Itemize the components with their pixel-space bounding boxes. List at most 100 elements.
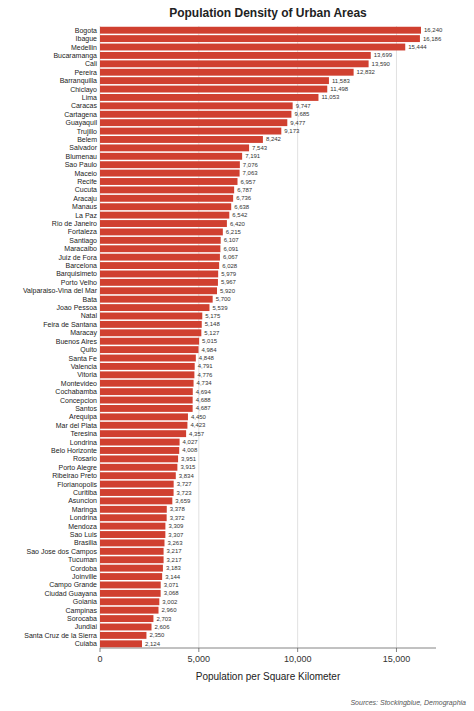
category-label: Pereira: [74, 69, 97, 76]
bar: [100, 102, 293, 109]
category-label: Rio de Janeiro: [52, 220, 97, 227]
bar: [100, 313, 202, 320]
value-label: 13,699: [374, 52, 393, 58]
category-label: Bogota: [75, 27, 97, 35]
bar: [100, 355, 196, 362]
bar: [100, 321, 202, 328]
category-label: Santa Cruz de la Sierra: [24, 632, 97, 639]
value-label: 6,787: [237, 187, 253, 193]
value-label: 3,002: [162, 599, 178, 605]
bar: [100, 405, 193, 412]
value-label: 2,960: [162, 607, 178, 613]
category-label: Barranquilla: [60, 77, 97, 85]
bar: [100, 464, 177, 471]
value-label: 4,776: [197, 372, 213, 378]
bar: [100, 111, 291, 118]
tick-label: 5,000: [188, 654, 211, 664]
value-label: 6,542: [232, 212, 248, 218]
category-label: Valencia: [71, 363, 97, 370]
value-label: 6,957: [241, 179, 257, 185]
value-label: 2,703: [156, 616, 172, 622]
category-label: Cordoba: [70, 565, 97, 572]
bar: [100, 128, 281, 135]
category-label: Mar del Plata: [56, 422, 97, 429]
value-label: 9,685: [294, 111, 310, 117]
value-label: 3,068: [164, 590, 180, 596]
category-label: Bucaramanga: [53, 52, 97, 60]
bar: [100, 69, 354, 76]
bar: [100, 439, 180, 446]
bar: [100, 203, 231, 210]
category-label: Feira de Santana: [43, 321, 97, 328]
category-label: Cali: [85, 60, 98, 67]
value-label: 2,124: [145, 641, 161, 647]
bar: [100, 35, 420, 42]
value-label: 4,357: [189, 431, 205, 437]
category-label: Sorocaba: [67, 615, 97, 622]
value-label: 5,148: [205, 321, 221, 327]
category-label: Chiclayo: [70, 86, 97, 94]
value-label: 3,263: [167, 540, 183, 546]
bar: [100, 136, 263, 143]
category-label: Londrina: [70, 439, 97, 446]
value-label: 6,107: [224, 237, 240, 243]
value-label: 2,350: [149, 632, 165, 638]
bar: [100, 497, 172, 504]
x-axis-line: [100, 648, 436, 649]
value-label: 7,063: [243, 170, 259, 176]
category-label: Ciudad Guayana: [44, 590, 97, 598]
value-label: 11,053: [321, 94, 340, 100]
value-label: 5,175: [205, 313, 221, 319]
value-label: 4,450: [191, 414, 207, 420]
value-label: 9,747: [296, 103, 312, 109]
bar: [100, 245, 220, 252]
bar: [100, 271, 218, 278]
value-label: 3,915: [180, 464, 196, 470]
value-label: 5,015: [202, 338, 218, 344]
category-label: Maracay: [70, 329, 97, 337]
bar: [100, 195, 233, 202]
bar: [100, 178, 238, 185]
value-label: 15,444: [408, 44, 427, 50]
category-label: Brasilia: [74, 539, 97, 546]
value-label: 3,378: [170, 506, 186, 512]
bar: [100, 624, 152, 631]
value-label: 5,920: [220, 288, 236, 294]
value-label: 4,694: [196, 389, 212, 395]
category-label: Campinas: [65, 607, 97, 615]
category-label: Barquisimeto: [56, 270, 97, 278]
bar: [100, 338, 199, 345]
bar: [100, 380, 194, 387]
bar: [100, 506, 167, 513]
value-label: 7,191: [245, 153, 261, 159]
value-label: 13,590: [372, 61, 391, 67]
value-label: 16,186: [423, 36, 442, 42]
category-label: Recife: [77, 178, 97, 185]
value-label: 3,217: [167, 548, 183, 554]
bar: [100, 422, 187, 429]
bar: [100, 397, 193, 404]
category-label: La Paz: [75, 212, 97, 219]
value-label: 3,723: [177, 490, 193, 496]
category-label: Quito: [80, 346, 97, 354]
value-label: 3,144: [165, 574, 181, 580]
value-label: 5,127: [204, 330, 220, 336]
value-label: 4,848: [199, 355, 215, 361]
category-label: Aracaju: [73, 195, 97, 203]
category-label: Medellin: [71, 44, 97, 51]
value-label: 3,834: [179, 473, 195, 479]
title: Population Density of Urban Areas: [169, 6, 367, 20]
value-label: 3,659: [175, 498, 191, 504]
category-label: Sao Paulo: [65, 161, 97, 168]
category-label: Ibague: [76, 35, 98, 43]
bar: [100, 481, 174, 488]
value-label: 7,543: [252, 145, 268, 151]
category-label: Barcelona: [65, 262, 97, 269]
category-label: Mendoza: [68, 523, 97, 530]
category-label: Asuncion: [68, 497, 97, 504]
category-label: Bata: [83, 296, 98, 303]
category-label: Maringa: [72, 506, 97, 514]
value-label: 4,688: [196, 397, 212, 403]
value-label: 6,067: [223, 254, 239, 260]
value-label: 3,951: [181, 456, 197, 462]
